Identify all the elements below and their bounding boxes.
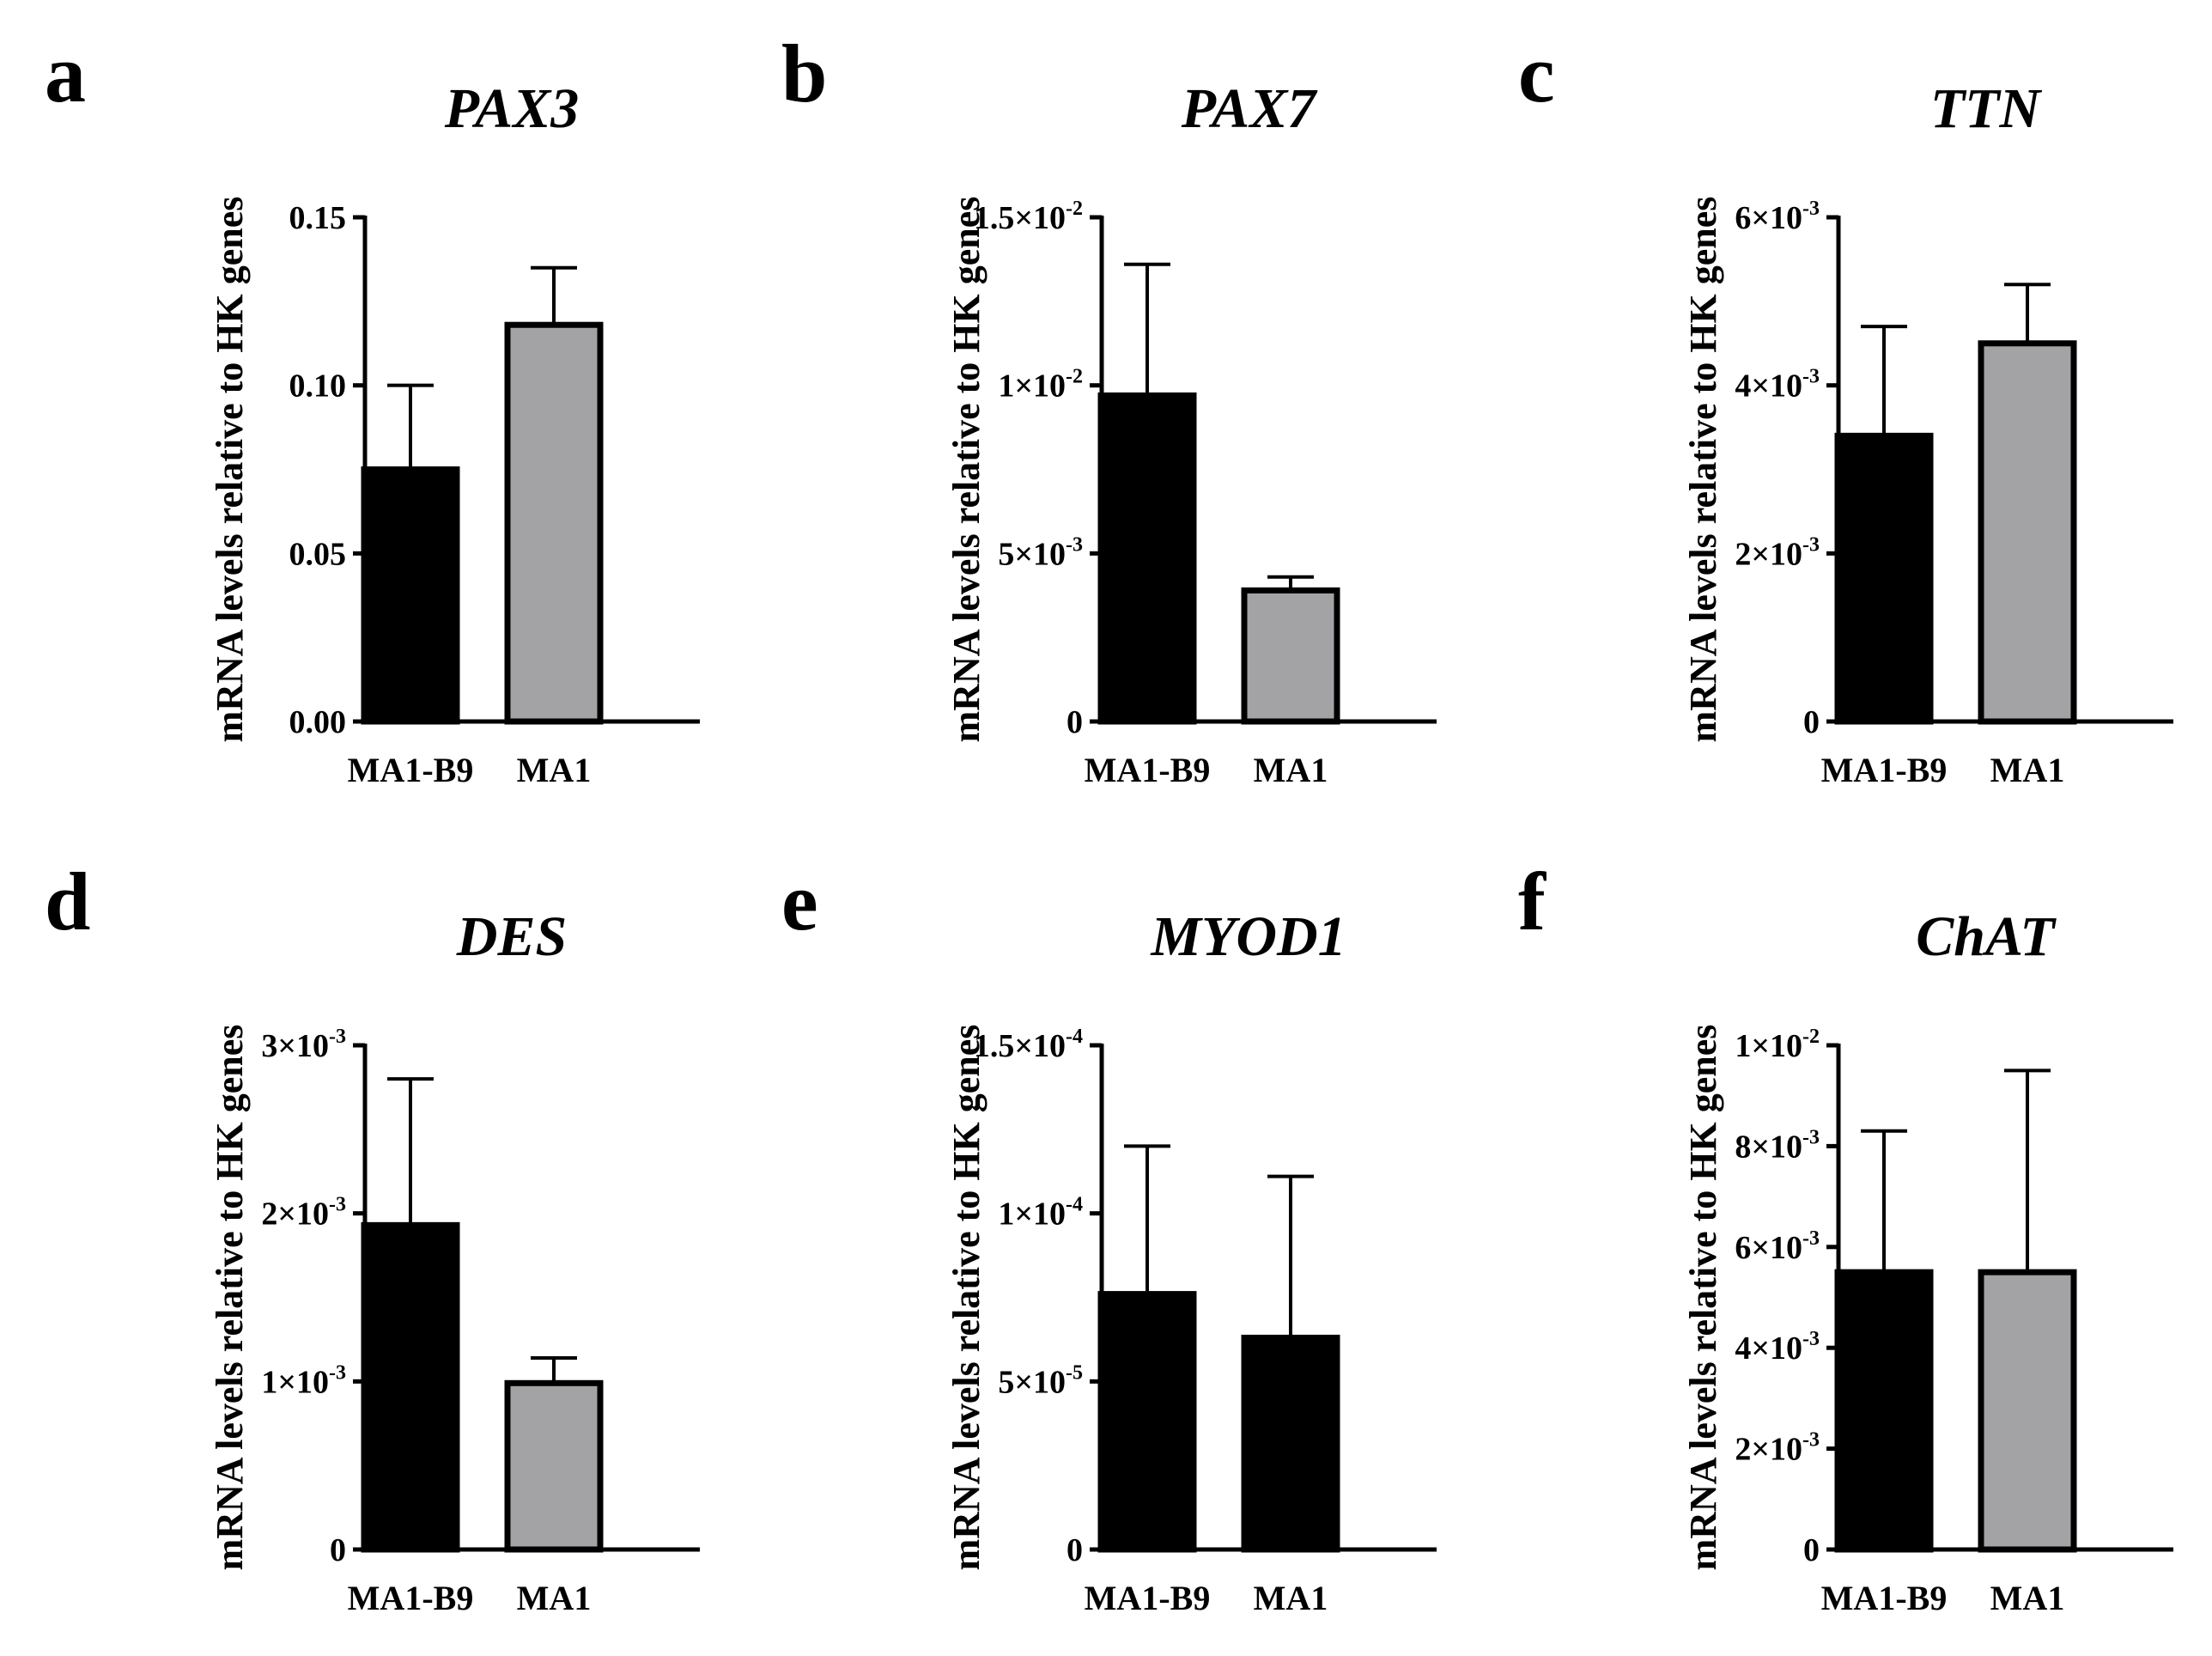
x-category-label: MA1-B9 [1821,751,1948,789]
y-tick-label: 8×10-3 [1735,1126,1820,1165]
chart-e: e MYOD1 mRNA levels relative to HK genes 0 5… [781,855,1437,1617]
y-axis-label: mRNA levels relative to HK genes [945,1025,988,1571]
chart-d: d DES mRNA levels relative to HK genes 0 1×1… [45,855,700,1617]
y-axis-label: mRNA levels relative to HK genes [945,197,988,743]
x-category-label: MA1 [517,1579,592,1617]
y-tick-label: 0.05 [289,536,347,572]
bar-MA1 [1978,1269,2077,1553]
panel-d: d DES mRNA levels relative to HK genes 0 1×1… [0,828,737,1656]
y-axis-label: mRNA levels relative to HK genes [209,197,251,743]
y-tick-label: 4×10-3 [1735,1328,1820,1367]
bar-MA1 [1241,587,1340,725]
y-tick-label: 5×10-3 [998,533,1083,572]
chart-title: MYOD1 [1150,905,1346,968]
y-axis-label: mRNA levels relative to HK genes [1682,1025,1724,1571]
bar-MA1 [504,1379,604,1553]
x-category-label: MA1-B9 [1821,1579,1948,1617]
chart-a: a PAX3 mRNA levels relative to HK genes 0.0… [45,27,700,789]
y-tick-label: 1×10-4 [998,1194,1083,1233]
y-tick-label: 1×10-2 [998,366,1083,405]
chart-title: PAX7 [1181,77,1318,140]
panel-letter: b [781,27,827,119]
y-tick-label: 0.15 [289,200,347,236]
y-tick-label: 2×10-3 [1735,533,1820,572]
panel-a: a PAX3 mRNA levels relative to HK genes 0.0… [0,0,737,828]
chart-b: b PAX7 mRNA levels relative to HK genes 0 5×… [781,27,1437,789]
x-category-label: MA1-B9 [348,1579,474,1617]
y-tick-label: 6×10-3 [1735,198,1820,236]
y-tick-label: 0 [330,1532,346,1568]
bar-MA1-B9 [361,1221,460,1553]
y-tick-label: 1×10-2 [1735,1026,1820,1064]
y-tick-label: 0 [1066,1532,1083,1568]
y-tick-label: 0.10 [289,368,347,405]
y-tick-label: 1.5×10-4 [974,1026,1083,1064]
bar-MA1-B9 [361,466,460,725]
bar-MA1 [504,321,604,725]
y-tick-label: 6×10-3 [1735,1227,1820,1266]
y-tick-label: 0 [1066,704,1083,740]
x-category-label: MA1 [1990,1579,2065,1617]
x-category-label: MA1-B9 [1085,751,1211,789]
panel-c: c TTN mRNA levels relative to HK genes 0 2×1… [1474,0,2210,828]
panel-b: b PAX7 mRNA levels relative to HK genes 0 5×… [737,0,1474,828]
bar-MA1 [1978,340,2077,725]
chart-title: PAX3 [444,77,579,140]
x-category-label: MA1-B9 [1085,1579,1211,1617]
panel-e: e MYOD1 mRNA levels relative to HK genes 0 5… [737,828,1474,1656]
y-tick-label: 1.5×10-2 [974,198,1083,236]
chart-f: f ChAT mRNA levels relative to HK genes 0 2×… [1518,855,2173,1617]
y-tick-label: 1×10-3 [261,1361,346,1400]
panel-letter: d [45,855,90,947]
x-category-label: MA1-B9 [348,751,474,789]
bar-MA1-B9 [1834,1269,1934,1553]
x-category-label: MA1 [1990,751,2065,789]
bar-MA1-B9 [1097,392,1197,725]
y-tick-label: 2×10-3 [1735,1429,1820,1468]
panel-f: f ChAT mRNA levels relative to HK genes 0 2×… [1474,828,2210,1656]
chart-title: TTN [1930,77,2043,140]
bar-MA1 [1241,1334,1340,1553]
y-axis-label: mRNA levels relative to HK genes [209,1025,251,1571]
y-tick-label: 3×10-3 [261,1026,346,1064]
x-category-label: MA1 [517,751,592,789]
panel-letter: f [1518,855,1547,947]
bar-MA1-B9 [1097,1291,1197,1553]
y-tick-label: 2×10-3 [261,1194,346,1233]
x-category-label: MA1 [1254,751,1328,789]
panel-letter: a [45,27,86,119]
chart-c: c TTN mRNA levels relative to HK genes 0 2×1… [1518,27,2173,789]
y-tick-label: 5×10-5 [998,1361,1083,1400]
chart-title: DES [456,905,567,968]
chart-title: ChAT [1916,905,2057,968]
y-tick-label: 0 [1803,704,1820,740]
y-tick-label: 0.00 [289,704,347,740]
panel-letter: e [781,855,818,947]
y-axis-label: mRNA levels relative to HK genes [1682,197,1724,743]
panel-letter: c [1518,27,1555,119]
y-tick-label: 4×10-3 [1735,366,1820,405]
x-category-label: MA1 [1254,1579,1328,1617]
bar-MA1-B9 [1834,432,1934,725]
y-tick-label: 0 [1803,1532,1820,1568]
